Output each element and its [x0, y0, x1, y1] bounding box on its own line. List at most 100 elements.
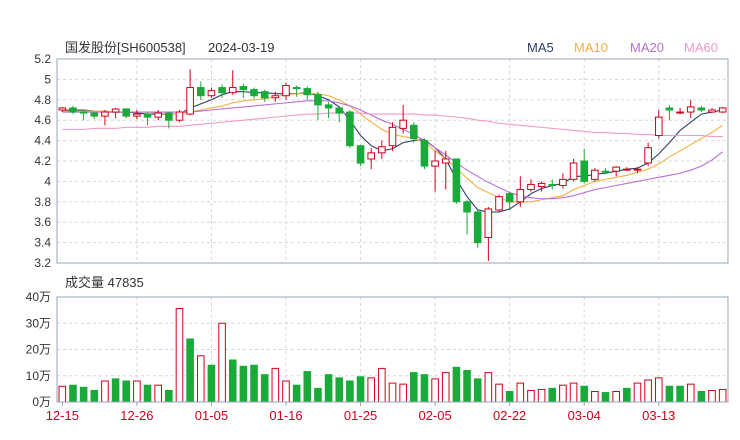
candle-body: [218, 87, 226, 94]
volume-bar: [537, 388, 546, 403]
volume-bar: [410, 372, 418, 403]
candle-body: [623, 168, 631, 171]
candle: [473, 209, 482, 248]
volume-bar: [697, 391, 706, 403]
candle-body: [452, 158, 461, 203]
candle: [165, 112, 173, 129]
candle: [505, 191, 514, 210]
candles: [58, 69, 727, 261]
candle: [218, 84, 226, 98]
candle-body: [196, 87, 205, 97]
candle-body: [388, 126, 397, 147]
candle: [623, 167, 631, 172]
volume-bar: [58, 385, 67, 403]
candle: [69, 105, 77, 115]
volume-bar: [271, 367, 280, 403]
volume-bar: [623, 387, 631, 403]
candle: [718, 106, 727, 114]
candle-body: [101, 111, 109, 117]
candle: [537, 181, 546, 192]
candle-body: [708, 109, 716, 113]
candle: [569, 158, 578, 182]
volume-bar: [452, 366, 461, 403]
ma-line-ma60: [62, 112, 723, 138]
legend-ma10: MA10: [574, 40, 608, 55]
candle-body: [569, 162, 578, 180]
candle: [527, 179, 535, 192]
volume-bar: [601, 392, 610, 403]
volume-bar: [282, 380, 290, 403]
volume-bar: [79, 386, 88, 403]
volume-bar: [101, 380, 109, 403]
volume-bar: [356, 376, 365, 403]
candle-body: [154, 112, 162, 118]
candle-body: [79, 111, 88, 114]
volume-bar: [90, 389, 99, 403]
candle: [601, 168, 610, 175]
price-y-tick-label: 3.4: [34, 236, 51, 250]
volume-bar: [484, 372, 493, 403]
candle-body: [612, 166, 620, 172]
candle-body: [314, 94, 322, 106]
candle-body: [559, 178, 567, 186]
date-tick-label: 12-15: [46, 408, 79, 423]
candle-body: [431, 160, 439, 167]
price-y-tick-label: 4.8: [34, 93, 51, 107]
candle-body: [367, 152, 375, 160]
volume-bar: [473, 378, 482, 403]
volume-bar: [708, 389, 716, 403]
volume-bar: [665, 385, 674, 403]
candle-body: [165, 112, 173, 121]
volume-bar: [133, 380, 141, 403]
volume-bar: [463, 370, 471, 403]
volume-bar: [122, 380, 131, 403]
candle: [90, 112, 99, 120]
candle: [143, 112, 152, 126]
volume-bar: [207, 364, 216, 403]
candle: [697, 105, 706, 113]
price-y-tick-label: 3.2: [34, 256, 51, 270]
candle: [612, 166, 620, 177]
volume-y-axis: 40万 30万 20万 10万 0万: [26, 290, 51, 409]
volume-bar: [143, 384, 152, 403]
volume-bar: [399, 383, 407, 403]
candle-body: [69, 107, 77, 113]
volume-bar: [420, 374, 429, 403]
volume-bar: [111, 378, 120, 403]
candle: [324, 101, 333, 119]
volume-bar: [260, 374, 269, 403]
volume-bars: [58, 308, 727, 403]
candle-body: [133, 113, 141, 117]
volume-bar: [559, 384, 567, 403]
candle: [260, 89, 269, 102]
volume-grid: [57, 297, 728, 402]
candle-body: [633, 168, 642, 171]
volume-bar: [218, 322, 226, 403]
candle-body: [303, 88, 312, 96]
candle-body: [644, 147, 652, 164]
volume-bar: [367, 377, 375, 403]
volume-bar: [569, 382, 578, 403]
candle: [175, 110, 184, 123]
candle-body: [111, 108, 120, 113]
candle-body: [410, 124, 418, 140]
candle-body: [484, 208, 493, 239]
price-y-tick-label: 3.8: [34, 195, 51, 209]
candle: [101, 110, 109, 126]
candle-body: [654, 116, 663, 136]
candle: [282, 82, 290, 100]
volume-bar: [378, 367, 386, 403]
candle: [708, 107, 716, 114]
volume-bar: [654, 377, 663, 403]
date-tick-label: 02-05: [418, 408, 451, 423]
candle-body: [335, 107, 344, 114]
candle: [196, 81, 205, 100]
volume-bar: [516, 382, 525, 403]
volume-y-tick-label: 30万: [26, 316, 51, 330]
date-tick-label: 01-25: [344, 408, 377, 423]
price-y-tick-label: 4: [44, 174, 51, 188]
volume-bar: [633, 382, 642, 403]
candle: [346, 110, 354, 148]
volume-bar: [686, 383, 695, 403]
